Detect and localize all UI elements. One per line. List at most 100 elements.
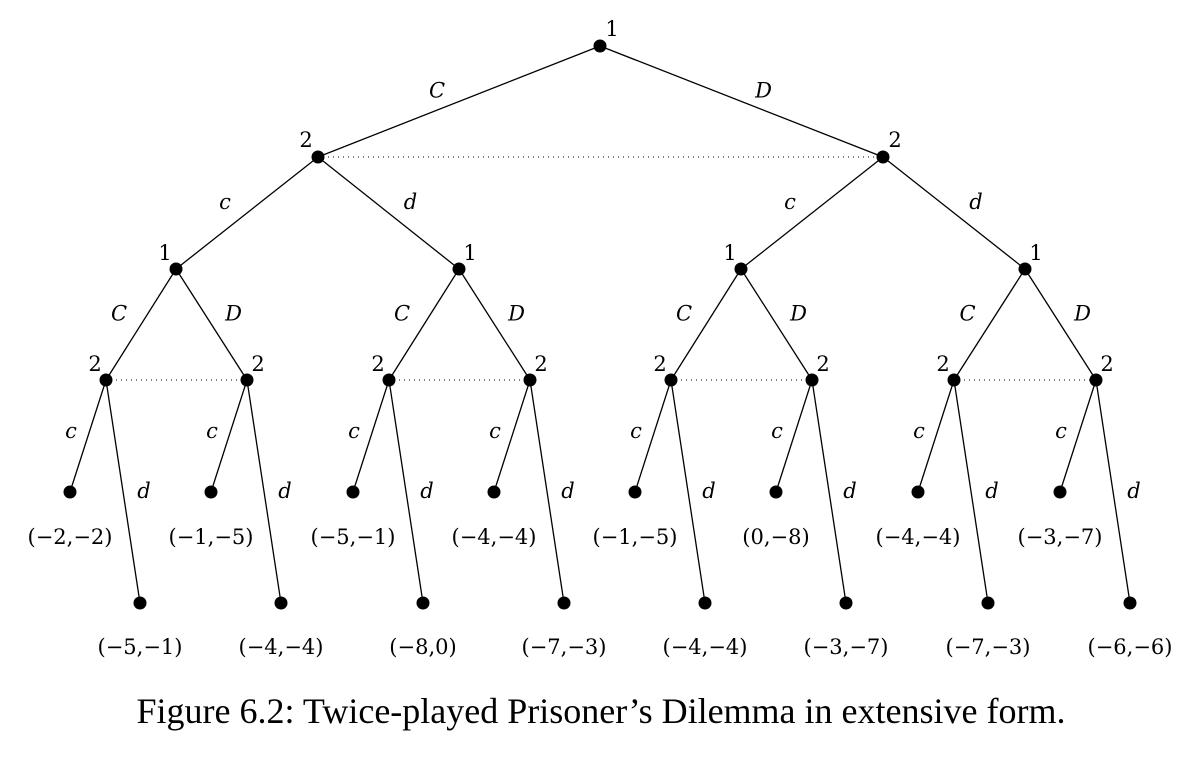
- move-label: C: [676, 302, 692, 326]
- move-label: d: [985, 479, 998, 503]
- decision-node: [876, 150, 890, 164]
- payoff-label: (−6,−6): [1088, 635, 1173, 659]
- move-label: c: [206, 419, 218, 443]
- decision-node: [805, 373, 819, 387]
- move-label: d: [969, 190, 982, 214]
- payoff-label: (−1,−5): [169, 525, 254, 549]
- move-label: c: [219, 190, 231, 214]
- terminal-node: [769, 485, 783, 499]
- move-label: C: [429, 79, 445, 103]
- move-label: c: [489, 419, 501, 443]
- tree-edge: [953, 379, 989, 604]
- player-label: 2: [888, 128, 901, 152]
- player-label: 2: [936, 352, 949, 376]
- player-label: 2: [653, 352, 666, 376]
- tree-edge: [69, 379, 107, 493]
- tree-edge: [917, 379, 955, 493]
- move-label: c: [630, 419, 642, 443]
- move-label: C: [394, 302, 410, 326]
- payoff-label: (−3,−7): [1018, 525, 1103, 549]
- move-label: D: [789, 302, 807, 326]
- player-label: 2: [1100, 352, 1113, 376]
- terminal-node: [839, 596, 853, 610]
- payoff-label: (−1,−5): [593, 525, 678, 549]
- tree-edge: [388, 379, 424, 604]
- tree-edge: [670, 268, 742, 381]
- terminal-node: [416, 596, 430, 610]
- tree-edge: [317, 45, 601, 158]
- decision-node: [169, 262, 183, 276]
- player-label: 1: [463, 241, 476, 265]
- tree-edge: [175, 268, 248, 381]
- payoff-label: (−4,−4): [663, 635, 748, 659]
- terminal-node: [346, 485, 360, 499]
- tree-edge: [1059, 379, 1097, 493]
- tree-edge: [210, 379, 248, 493]
- tree-edge: [740, 268, 813, 381]
- tree-edge: [352, 379, 390, 493]
- payoff-label: (−7,−3): [946, 635, 1031, 659]
- payoff-label: (−3,−7): [804, 635, 889, 659]
- decision-node: [1018, 262, 1032, 276]
- move-label: d: [420, 479, 433, 503]
- terminal-node: [133, 596, 147, 610]
- move-label: c: [348, 419, 360, 443]
- move-label: c: [784, 190, 796, 214]
- decision-node: [523, 373, 537, 387]
- player-label: 1: [605, 17, 618, 41]
- game-tree: 1 C 2 c 1 C 2 c d (−2,−2) (−5,−1) D 2 c d (−1,−5) (−4,−4…: [28, 17, 1173, 659]
- player-label: 2: [371, 352, 384, 376]
- move-label: d: [278, 479, 291, 503]
- terminal-node: [557, 596, 571, 610]
- move-label: d: [404, 190, 417, 214]
- terminal-node: [1053, 485, 1067, 499]
- decision-node: [593, 39, 607, 53]
- tree-edge: [1095, 379, 1131, 604]
- terminal-node: [698, 596, 712, 610]
- tree-edge: [740, 156, 884, 270]
- move-label: c: [1055, 419, 1067, 443]
- tree-edge: [105, 268, 177, 381]
- terminal-node: [204, 485, 218, 499]
- payoff-label: (−4,−4): [452, 525, 537, 549]
- player-label: 2: [816, 352, 829, 376]
- payoff-label: (−4,−4): [876, 525, 961, 549]
- move-label: D: [224, 302, 242, 326]
- decision-node: [734, 262, 748, 276]
- terminal-node: [487, 485, 501, 499]
- tree-edge: [175, 156, 319, 270]
- payoff-label: (−8,0): [389, 635, 456, 659]
- tree-edge: [458, 268, 531, 381]
- payoff-label: (−5,−1): [311, 525, 396, 549]
- tree-edge: [246, 379, 282, 604]
- move-label: c: [913, 419, 925, 443]
- decision-node: [452, 262, 466, 276]
- figure-caption: Figure 6.2: Twice-played Prisoner’s Dile…: [136, 691, 1066, 731]
- player-label: 2: [88, 352, 101, 376]
- terminal-node: [911, 485, 925, 499]
- decision-node: [311, 150, 325, 164]
- player-label: 1: [158, 241, 171, 265]
- tree-edge: [1024, 268, 1097, 381]
- decision-node: [99, 373, 113, 387]
- tree-edge: [882, 156, 1026, 270]
- player-label: 1: [1029, 241, 1042, 265]
- move-label: D: [1073, 302, 1091, 326]
- terminal-node: [1123, 596, 1137, 610]
- decision-node: [1089, 373, 1103, 387]
- payoff-label: (−2,−2): [28, 525, 113, 549]
- move-label: d: [561, 479, 574, 503]
- payoff-label: (0,−8): [742, 525, 809, 549]
- move-label: D: [754, 79, 772, 103]
- tree-edge: [775, 379, 813, 493]
- terminal-node: [981, 596, 995, 610]
- tree-edge: [670, 379, 706, 604]
- terminal-node: [63, 485, 77, 499]
- move-label: C: [959, 302, 975, 326]
- decision-node: [382, 373, 396, 387]
- payoff-label: (−4,−4): [239, 635, 324, 659]
- payoff-label: (−5,−1): [98, 635, 183, 659]
- decision-node: [664, 373, 678, 387]
- tree-edge: [317, 156, 460, 270]
- player-label: 2: [534, 352, 547, 376]
